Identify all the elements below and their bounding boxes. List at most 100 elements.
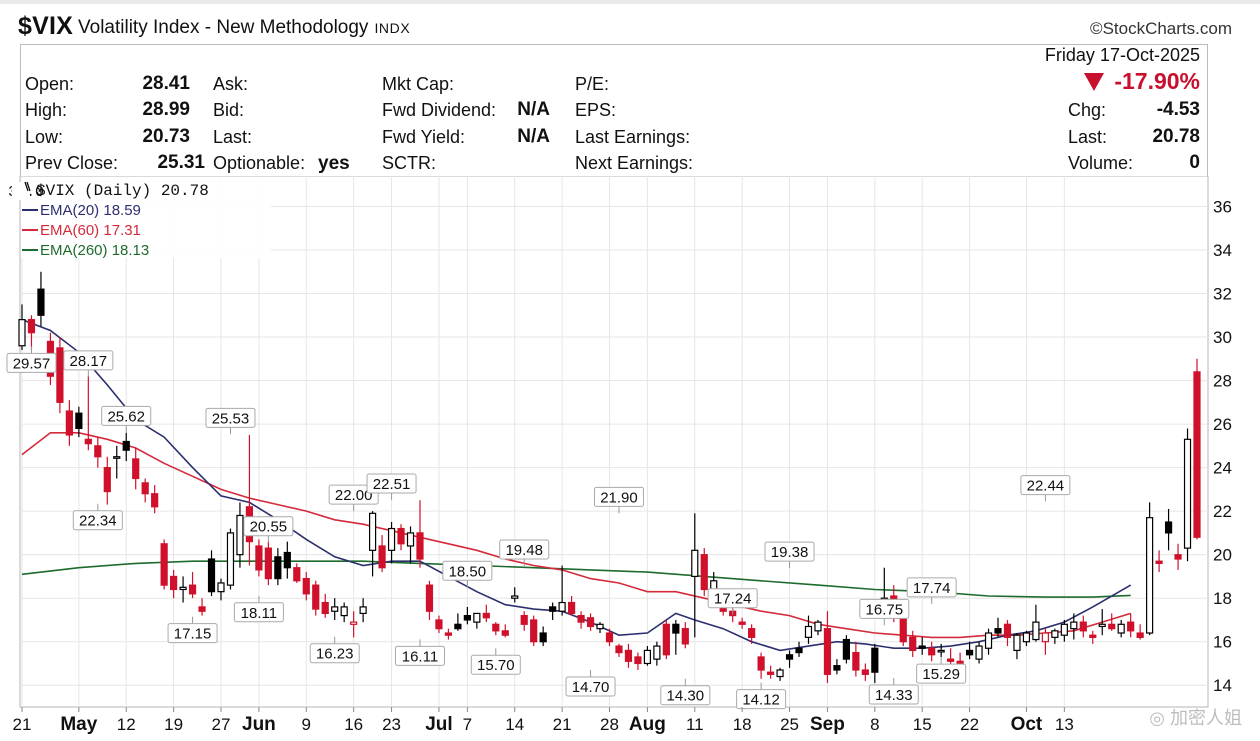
candle	[984, 628, 993, 655]
open-value: 28.41	[142, 73, 190, 94]
quote-date: Friday 17-Oct-2025	[1044, 45, 1200, 65]
candle-body	[956, 660, 964, 665]
candle-body	[1079, 621, 1087, 632]
high-label: High:	[25, 100, 68, 120]
symbol-fullname: Volatility Index - New Methodology	[78, 17, 369, 38]
candle	[1164, 508, 1173, 551]
annotation-label: 25.62	[107, 408, 145, 425]
candle-body	[331, 606, 339, 612]
candle-body	[255, 545, 263, 571]
candle	[369, 511, 377, 577]
candle-body	[1022, 632, 1031, 643]
candle	[122, 432, 130, 462]
candle	[350, 611, 358, 638]
candle-body	[160, 543, 168, 586]
candle	[1146, 502, 1154, 636]
candle-body	[823, 628, 832, 675]
y-tick-label: 34	[1213, 241, 1232, 260]
candle	[406, 526, 415, 564]
candle-body	[37, 288, 45, 316]
candle-body	[27, 319, 36, 334]
x-tick-label: May	[60, 714, 97, 735]
candle	[624, 643, 633, 668]
quote-frame-left	[20, 44, 21, 176]
candle	[823, 611, 832, 684]
price-annotation: 18.50	[442, 560, 493, 588]
quote-frame-right	[1207, 44, 1208, 176]
price-annotations: 29.57 28.17 25.62 22.34 25.53 17.15 20.55 18.11…	[6, 346, 1071, 710]
candle	[700, 548, 708, 597]
price-annotation: 22.34	[72, 503, 123, 531]
candle	[1079, 615, 1087, 638]
x-tick-label: 18	[733, 715, 752, 734]
candle	[1089, 630, 1097, 644]
price-annotation: 18.11	[233, 595, 284, 623]
candle-body	[463, 614, 471, 621]
candle-body	[567, 601, 576, 615]
annotation-box	[328, 484, 379, 505]
candle	[928, 641, 936, 662]
candle-body	[1089, 634, 1097, 638]
annotation-label: 22.44	[1027, 478, 1065, 495]
last-label: Last:	[1068, 127, 1108, 147]
candle-body	[833, 665, 841, 671]
x-tick-label: Sep	[810, 714, 845, 735]
candle-body	[748, 628, 756, 638]
candle-body	[312, 584, 320, 610]
candle	[511, 587, 519, 603]
chart-legend: 39.0 $VIX (Daily) 20.78 EMA(20) 18.59 EM…	[8, 178, 271, 259]
candle	[18, 304, 26, 351]
x-tick-label: 21	[553, 715, 572, 734]
candle	[113, 445, 121, 479]
annotation-box	[1020, 475, 1071, 496]
candle-body	[141, 482, 149, 495]
annotation-label: 18.11	[241, 605, 277, 622]
annotation-box	[916, 663, 967, 684]
candle-body	[662, 623, 670, 656]
last-value: 20.78	[1152, 126, 1200, 147]
candle-body	[530, 619, 538, 643]
last-earnings-label: Last Earnings:	[575, 127, 691, 147]
x-tick-label: 22	[960, 715, 979, 734]
candle-body	[65, 410, 73, 436]
next-earnings-label: Next Earnings:	[575, 153, 694, 173]
price-annotation: 22.51	[366, 473, 417, 501]
prev-close-value: 25.31	[157, 152, 205, 173]
candle	[785, 650, 794, 668]
annotation-box	[442, 560, 493, 581]
annotation-label: 22.00	[335, 487, 373, 504]
candle	[170, 569, 178, 599]
annotation-label: 25.53	[212, 410, 250, 427]
ema20-line	[21, 318, 1132, 652]
candle	[1013, 633, 1021, 660]
candle-body	[577, 614, 585, 623]
stockcharts-brand[interactable]: ©StockCharts.com	[1090, 19, 1232, 39]
annotation-box	[233, 602, 284, 623]
candle-body	[1108, 623, 1116, 630]
y-tick-label: 24	[1213, 459, 1232, 478]
candle-body	[397, 527, 405, 545]
price-annotation: 17.74	[906, 577, 957, 604]
candle-body	[492, 623, 500, 632]
candle-body	[653, 645, 661, 660]
change-percent: -17.90%	[1084, 68, 1200, 95]
y-tick-label: 26	[1213, 415, 1232, 434]
candle-body	[681, 628, 689, 645]
candle-body	[700, 554, 708, 591]
annotation-box	[906, 577, 957, 598]
price-annotation: 16.23	[309, 636, 360, 664]
price-annotation: 17.24	[707, 588, 758, 615]
annotation-label: 17.24	[714, 591, 752, 608]
candle	[634, 652, 642, 671]
price-annotation: 25.53	[205, 407, 256, 435]
price-chart[interactable]: 29.57 28.17 25.62 22.34 25.53 17.15 20.55 18.11…	[0, 176, 1260, 741]
y-cut-mask	[12, 182, 30, 200]
candle	[264, 541, 272, 586]
candle	[672, 619, 680, 655]
watermark-text: 加密人姐	[1170, 708, 1242, 728]
candle	[965, 641, 974, 660]
candle-body	[615, 645, 623, 654]
annotation-label: 14.30	[667, 688, 705, 705]
candle	[776, 667, 784, 681]
change-percent-value: -17.90%	[1114, 68, 1200, 94]
